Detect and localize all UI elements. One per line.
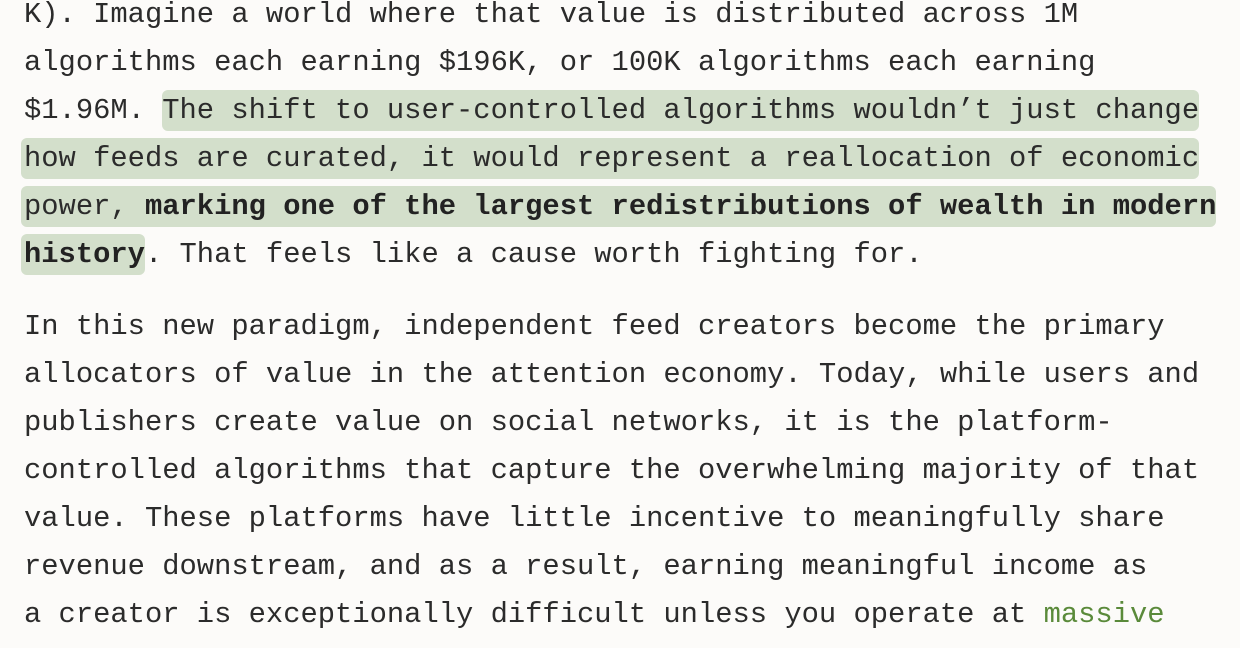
text-line: value. These platforms have little incen…: [24, 502, 1165, 535]
highlighted-text[interactable]: The shift to user-controlled algorithms …: [162, 90, 1200, 131]
text-line: controlled algorithms that capture the o…: [24, 454, 1200, 487]
text-line: K). Imagine a world where that value is …: [24, 0, 1079, 31]
text-segment: power,: [24, 190, 145, 223]
highlighted-text[interactable]: history: [21, 234, 145, 275]
text-line: algorithms each earning $196K, or 100K a…: [24, 46, 1096, 79]
text-line: In this new paradigm, independent feed c…: [24, 310, 1165, 343]
text-line: $1.96M. The shift to user-controlled alg…: [24, 87, 1200, 135]
highlighted-text[interactable]: how feeds are curated, it would represen…: [21, 138, 1200, 179]
text-line: history. That feels like a cause worth f…: [21, 231, 923, 279]
text-line: how feeds are curated, it would represen…: [21, 135, 1200, 183]
text-line: power, marking one of the largest redist…: [21, 183, 1217, 231]
inline-link[interactable]: massive: [1043, 598, 1165, 631]
text-line: a creator is exceptionally difficult unl…: [24, 591, 1165, 639]
bold-text: marking one of the largest redistributio…: [144, 190, 1217, 223]
text-segment: a creator is exceptionally difficult unl…: [24, 598, 1044, 631]
text-line: publishers create value on social networ…: [24, 406, 1113, 439]
text-line: revenue downstream, and as a result, ear…: [24, 550, 1148, 583]
highlighted-text[interactable]: power, marking one of the largest redist…: [21, 186, 1217, 227]
text-segment: $1.96M.: [24, 94, 163, 127]
text-segment: . That feels like a cause worth fighting…: [144, 238, 923, 271]
text-line: allocators of value in the attention eco…: [24, 358, 1200, 391]
bold-text: history: [24, 238, 145, 271]
